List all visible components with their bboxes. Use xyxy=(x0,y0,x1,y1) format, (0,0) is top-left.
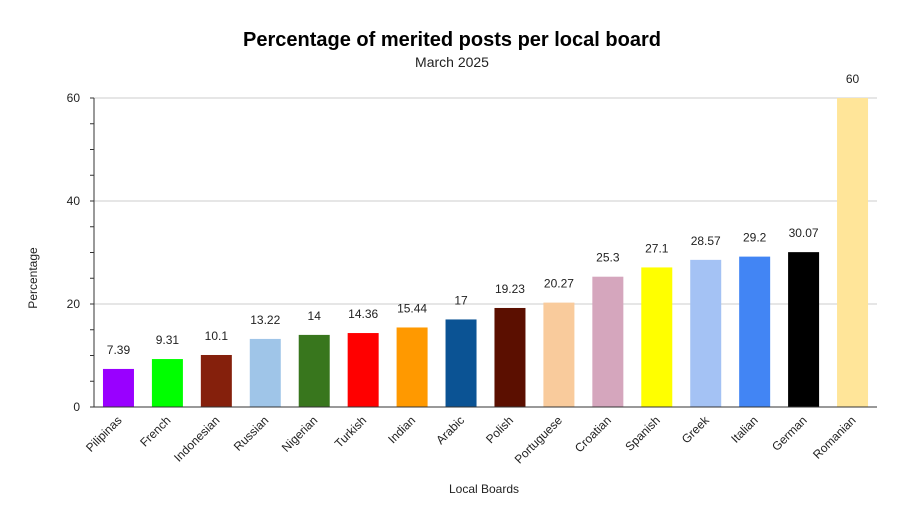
chart-subtitle: March 2025 xyxy=(415,54,489,70)
x-tick-label-french: French xyxy=(137,413,173,449)
y-tick-label: 60 xyxy=(67,91,81,105)
data-label-german: 30.07 xyxy=(789,226,819,240)
data-label-russian: 13.22 xyxy=(250,313,280,327)
bar-nigerian xyxy=(298,334,330,407)
data-label-indonesian: 10.1 xyxy=(205,329,229,343)
x-tick-label-spanish: Spanish xyxy=(622,413,663,454)
x-tick-label-pilipinas: Pilipinas xyxy=(83,413,125,455)
bar-french xyxy=(151,359,183,407)
bar-russian xyxy=(249,338,281,407)
bar-indonesian xyxy=(200,354,232,407)
bars xyxy=(102,98,869,407)
bar-german xyxy=(788,252,820,407)
data-labels: 7.39 9.31 10.1 13.22 14 14.36 15.44 17 19.23 20.2… xyxy=(107,72,860,357)
x-tick-label-romanian: Romanian xyxy=(810,413,859,462)
bar-arabic xyxy=(445,319,477,407)
x-tick-label-greek: Greek xyxy=(679,413,713,447)
bar-pilipinas xyxy=(102,368,134,407)
bar-indian xyxy=(396,327,428,407)
axes xyxy=(90,97,877,408)
bar-romanian xyxy=(837,98,869,407)
x-tick-label-nigerian: Nigerian xyxy=(279,413,321,455)
x-tick-label-indonesian: Indonesian xyxy=(171,413,222,464)
chart-title: Percentage of merited posts per local bo… xyxy=(243,29,661,51)
data-label-turkish: 14.36 xyxy=(348,307,378,321)
y-tick-label: 40 xyxy=(67,194,81,208)
data-label-portuguese: 20.27 xyxy=(544,277,574,291)
bar-portuguese xyxy=(543,302,575,407)
x-tick-label-russian: Russian xyxy=(231,413,272,454)
x-tick-label-portuguese: Portuguese xyxy=(512,413,566,467)
y-tick-label: 20 xyxy=(67,297,81,311)
x-axis-label: Local Boards xyxy=(449,482,519,496)
x-tick-label-croatian: Croatian xyxy=(572,413,614,455)
x-tick-label-turkish: Turkish xyxy=(332,413,369,450)
data-label-romanian: 60 xyxy=(846,72,860,86)
bar-spanish xyxy=(641,267,673,407)
y-axis-label: Percentage xyxy=(26,247,40,309)
data-label-nigerian: 14 xyxy=(308,309,322,323)
bar-polish xyxy=(494,307,526,407)
bar-italian xyxy=(739,256,771,407)
data-label-croatian: 25.3 xyxy=(596,251,620,265)
bar-croatian xyxy=(592,276,624,407)
x-tick-label-indian: Indian xyxy=(385,413,418,446)
y-tick-label: 0 xyxy=(73,400,80,414)
data-label-french: 9.31 xyxy=(156,333,180,347)
data-label-greek: 28.57 xyxy=(691,234,721,248)
data-label-italian: 29.2 xyxy=(743,231,767,245)
x-tick-label-polish: Polish xyxy=(483,413,516,446)
x-tick-label-italian: Italian xyxy=(728,413,761,446)
bar-turkish xyxy=(347,333,379,407)
data-label-polish: 19.23 xyxy=(495,282,525,296)
data-label-arabic: 17 xyxy=(454,293,468,307)
data-label-pilipinas: 7.39 xyxy=(107,343,131,357)
bar-greek xyxy=(690,259,722,407)
x-tick-label-german: German xyxy=(769,413,810,454)
y-tick-labels: 0 20 40 60 xyxy=(67,91,81,414)
data-label-spanish: 27.1 xyxy=(645,241,669,255)
data-label-indian: 15.44 xyxy=(397,301,427,315)
x-tick-label-arabic: Arabic xyxy=(433,413,467,447)
